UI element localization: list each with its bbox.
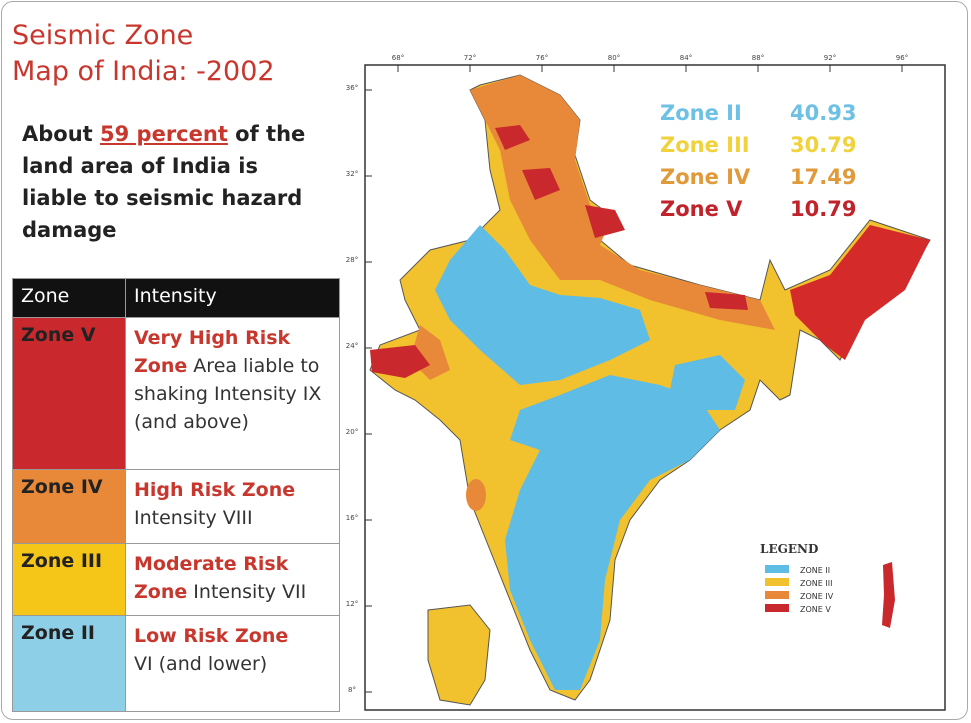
legend-swatch xyxy=(765,604,789,612)
zone-stat-value: 17.49 xyxy=(790,165,856,189)
legend-label: ZONE III xyxy=(800,579,832,588)
longitude-label: 80° xyxy=(608,54,620,62)
latitude-label: 20° xyxy=(346,428,358,436)
header-cell: Intensity xyxy=(125,278,340,318)
legend-swatch xyxy=(765,591,789,599)
zone-cell: Zone II xyxy=(12,615,126,712)
zone-v-uttarakhand xyxy=(585,205,625,238)
legend-label: ZONE V xyxy=(800,605,831,614)
detail: VI (and lower) xyxy=(134,653,268,675)
longitude-label: 68° xyxy=(392,54,404,62)
latitude-label: 16° xyxy=(346,514,358,522)
zone-table: Zone Intensity Zone V Very High Risk Zone … xyxy=(12,278,340,712)
desc-highlight: 59 percent xyxy=(100,122,228,146)
intensity-cell: Moderate Risk Zone Intensity VII xyxy=(125,543,340,616)
title: Seismic Zone Map of India: -2002 xyxy=(12,18,275,90)
zone-v-kashmir xyxy=(495,125,530,150)
zone-stat-value: 40.93 xyxy=(790,101,856,125)
longitude-label: 88° xyxy=(752,54,764,62)
intensity-cell: Very High Risk Zone Area liable to shaki… xyxy=(125,317,340,470)
zone-stat-label: Zone V xyxy=(660,197,743,221)
longitude-label: 76° xyxy=(536,54,548,62)
legend-swatch xyxy=(765,578,789,586)
latitude-label: 12° xyxy=(346,600,358,608)
desc-text: of the land area of India is liable to s… xyxy=(22,122,306,242)
zone-stat-value: 10.79 xyxy=(790,197,856,221)
legend-title: LEGEND xyxy=(760,542,818,556)
zone-cell: Zone IV xyxy=(12,469,126,544)
detail: Area liable to shaking Intensity IX (and… xyxy=(134,355,322,433)
zone-ii-deccan xyxy=(505,375,720,690)
legend-label: ZONE IV xyxy=(800,592,834,601)
island xyxy=(427,604,491,706)
andaman xyxy=(882,562,895,628)
table-header: Zone Intensity xyxy=(12,278,340,318)
detail: Intensity VIII xyxy=(134,507,253,529)
intensity-cell: High Risk Zone Intensity VIII xyxy=(125,469,340,544)
zone-iv-north xyxy=(470,75,775,330)
zone-stat-label: Zone IV xyxy=(660,165,751,189)
legend-swatch xyxy=(765,565,789,573)
latitude-label: 28° xyxy=(346,256,358,264)
risk: High Risk Zone xyxy=(134,479,296,501)
zone-v-kutch xyxy=(370,345,430,378)
zone-stat-label: Zone III xyxy=(660,133,750,157)
title-line: Map of India: -2002 xyxy=(12,56,275,87)
table-row: Zone IV High Risk Zone Intensity VIII xyxy=(12,469,340,544)
latitude-label: 32° xyxy=(346,170,358,178)
risk: Moderate Risk Zone xyxy=(134,553,289,603)
latitude-label: 24° xyxy=(346,342,358,350)
risk: Low Risk Zone xyxy=(134,625,289,647)
latitude-label: 36° xyxy=(346,84,358,92)
map-legend xyxy=(765,565,789,612)
legend-label: ZONE II xyxy=(800,566,830,575)
longitude-label: 84° xyxy=(680,54,692,62)
zone-v-bihar xyxy=(705,292,748,310)
intensity-cell: Low Risk Zone VI (and lower) xyxy=(125,615,340,712)
table-row: Zone V Very High Risk Zone Area liable to… xyxy=(12,317,340,470)
table-row: Zone II Low Risk Zone VI (and lower) xyxy=(12,615,340,712)
desc-text: About xyxy=(22,122,101,146)
risk: Very High Risk Zone xyxy=(134,327,291,377)
zone-v-himachal xyxy=(522,168,560,200)
longitude-label: 92° xyxy=(824,54,836,62)
title-line: Seismic Zone xyxy=(12,20,194,51)
zone-stat-label: Zone II xyxy=(660,101,742,125)
description: About 59 percent of the land area of Ind… xyxy=(22,118,322,246)
longitude-label: 96° xyxy=(896,54,908,62)
table-row: Zone III Moderate Risk Zone Intensity VII xyxy=(12,543,340,616)
longitude-label: 72° xyxy=(464,54,476,62)
detail: Intensity VII xyxy=(193,581,307,603)
latitude-label: 8° xyxy=(348,686,356,694)
header-cell: Zone xyxy=(12,278,126,318)
zone-ii-central-north xyxy=(435,225,650,385)
zone-cell: Zone III xyxy=(12,543,126,616)
zone-v-northeast xyxy=(790,225,930,360)
zone-stat-value: 30.79 xyxy=(790,133,856,157)
zone-ii-odisha xyxy=(670,355,745,410)
zone-iv-koyna xyxy=(466,479,486,511)
